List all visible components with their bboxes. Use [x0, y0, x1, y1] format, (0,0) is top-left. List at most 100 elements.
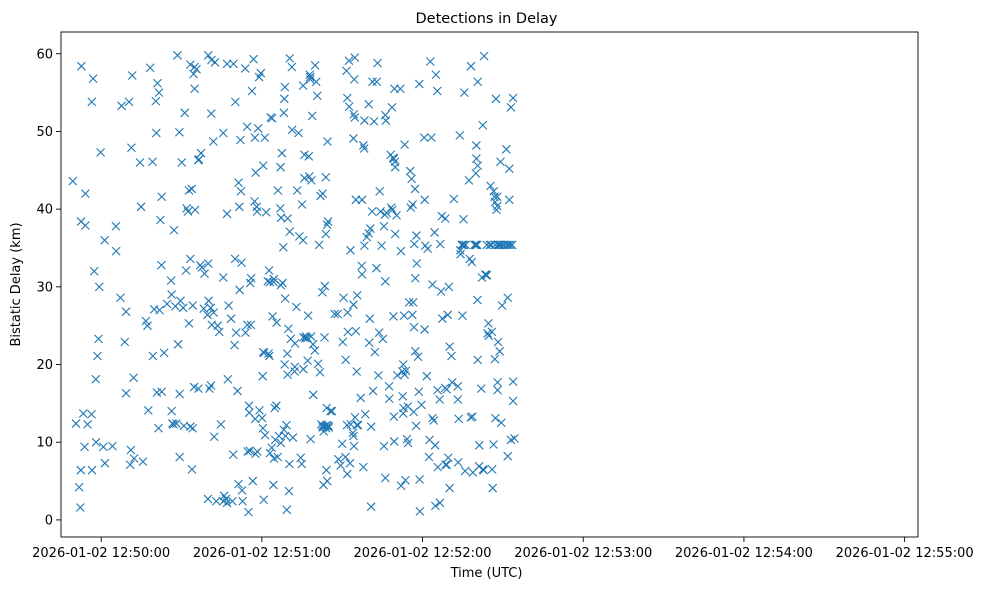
data-point	[203, 50, 213, 60]
data-point	[265, 277, 275, 287]
data-point	[129, 373, 138, 383]
data-point	[83, 419, 92, 429]
data-point	[68, 176, 78, 186]
data-point	[404, 297, 414, 307]
data-point	[349, 300, 358, 310]
data-point	[375, 186, 385, 196]
data-point	[274, 431, 284, 441]
data-point	[407, 174, 416, 184]
data-point	[292, 302, 301, 312]
data-point	[305, 72, 315, 82]
data-point	[190, 84, 200, 94]
data-point	[223, 374, 233, 384]
data-point	[246, 320, 256, 330]
data-point	[267, 443, 277, 453]
data-point	[252, 207, 262, 216]
data-point	[136, 202, 146, 212]
data-point	[445, 483, 454, 493]
data-point	[471, 141, 481, 150]
data-point	[148, 157, 157, 167]
data-point	[433, 462, 443, 472]
data-point	[74, 482, 84, 492]
data-point	[412, 259, 422, 268]
data-point	[307, 111, 317, 121]
data-point	[268, 480, 278, 490]
data-point	[453, 381, 463, 391]
data-point	[415, 506, 425, 516]
data-point	[303, 356, 313, 366]
data-point	[162, 299, 172, 309]
data-point	[135, 158, 145, 167]
data-point	[443, 310, 453, 320]
data-point	[243, 447, 253, 456]
data-point	[459, 240, 469, 250]
data-point	[187, 184, 197, 194]
data-point	[400, 140, 409, 150]
data-point	[415, 475, 424, 484]
data-point	[154, 423, 163, 433]
data-point	[172, 419, 181, 428]
data-point	[372, 263, 381, 273]
data-point	[322, 220, 332, 230]
data-point	[252, 447, 262, 456]
data-point	[444, 282, 454, 292]
data-point	[174, 127, 184, 137]
data-point	[350, 412, 360, 422]
data-point	[471, 169, 481, 178]
data-point	[491, 413, 500, 423]
data-point	[278, 278, 287, 288]
data-point	[230, 340, 239, 350]
data-point	[169, 419, 178, 429]
data-point	[459, 88, 469, 97]
data-point	[167, 406, 176, 416]
data-point	[466, 412, 476, 422]
data-point	[396, 246, 406, 256]
data-point	[345, 458, 355, 468]
data-point	[358, 141, 368, 150]
data-point	[260, 430, 270, 440]
data-point	[442, 384, 452, 394]
data-point	[338, 337, 348, 347]
data-point	[303, 311, 313, 320]
data-point	[282, 505, 292, 515]
data-point	[352, 367, 362, 376]
data-point	[495, 240, 505, 250]
data-point	[80, 189, 90, 198]
data-point	[508, 93, 518, 103]
data-point	[269, 277, 279, 287]
data-point	[374, 328, 384, 338]
data-point	[204, 296, 213, 306]
data-point	[285, 227, 295, 237]
data-point	[285, 54, 295, 63]
data-point	[184, 318, 194, 328]
data-point	[222, 59, 232, 69]
data-point	[75, 503, 85, 512]
data-point	[222, 209, 232, 219]
data-point	[108, 441, 117, 451]
data-point	[487, 465, 497, 474]
data-point	[401, 475, 410, 485]
data-point	[80, 221, 90, 230]
data-point	[368, 77, 377, 87]
data-point	[285, 459, 294, 469]
data-point	[209, 308, 219, 317]
data-point	[159, 348, 169, 358]
data-point	[424, 452, 434, 462]
data-point	[203, 259, 213, 268]
data-point	[141, 316, 151, 326]
data-point	[166, 276, 176, 286]
data-point	[372, 77, 382, 87]
x-axis: 2026-01-02 12:50:00 2026-01-02 12:51:00 20…	[32, 537, 974, 561]
data-point	[91, 374, 101, 384]
plot-area	[60, 31, 919, 538]
data-point	[264, 349, 273, 359]
data-point	[357, 195, 367, 205]
data-point	[76, 465, 86, 475]
data-point	[214, 327, 224, 337]
y-tick-label: 40	[36, 203, 53, 218]
data-point	[185, 422, 195, 432]
data-point	[226, 314, 236, 324]
data-point	[422, 371, 432, 381]
data-point	[341, 452, 350, 462]
data-point	[357, 270, 367, 279]
